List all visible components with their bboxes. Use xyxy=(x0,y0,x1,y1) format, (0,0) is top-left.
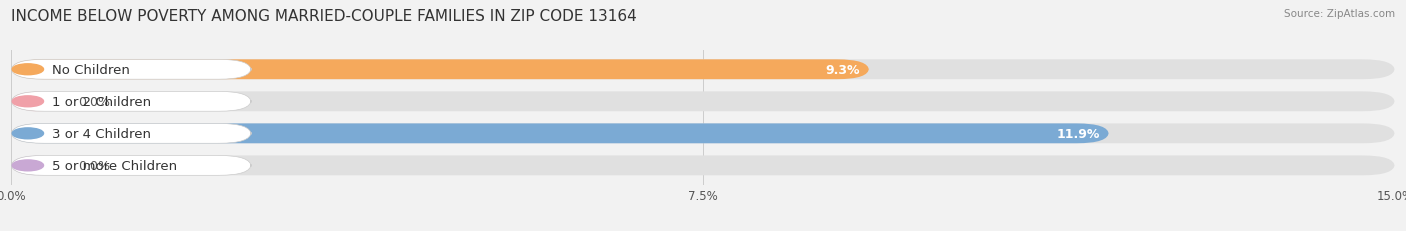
Text: 1 or 2 Children: 1 or 2 Children xyxy=(52,95,150,108)
FancyBboxPatch shape xyxy=(11,156,1395,176)
FancyBboxPatch shape xyxy=(11,60,252,80)
Text: INCOME BELOW POVERTY AMONG MARRIED-COUPLE FAMILIES IN ZIP CODE 13164: INCOME BELOW POVERTY AMONG MARRIED-COUPL… xyxy=(11,9,637,24)
Text: 0.0%: 0.0% xyxy=(79,159,111,172)
FancyBboxPatch shape xyxy=(11,124,1109,144)
FancyBboxPatch shape xyxy=(11,92,252,112)
FancyBboxPatch shape xyxy=(11,92,62,112)
FancyBboxPatch shape xyxy=(11,60,1395,80)
FancyBboxPatch shape xyxy=(11,124,252,144)
Circle shape xyxy=(13,96,44,107)
FancyBboxPatch shape xyxy=(11,156,252,176)
Circle shape xyxy=(13,160,44,171)
Text: No Children: No Children xyxy=(52,64,129,76)
FancyBboxPatch shape xyxy=(11,92,1395,112)
FancyBboxPatch shape xyxy=(11,156,62,176)
Text: 5 or more Children: 5 or more Children xyxy=(52,159,177,172)
Text: 0.0%: 0.0% xyxy=(79,95,111,108)
Text: 3 or 4 Children: 3 or 4 Children xyxy=(52,127,150,140)
Circle shape xyxy=(13,64,44,75)
Text: 11.9%: 11.9% xyxy=(1056,127,1099,140)
Text: Source: ZipAtlas.com: Source: ZipAtlas.com xyxy=(1284,9,1395,19)
Circle shape xyxy=(13,128,44,139)
Text: 9.3%: 9.3% xyxy=(825,64,860,76)
FancyBboxPatch shape xyxy=(11,124,1395,144)
FancyBboxPatch shape xyxy=(11,60,869,80)
